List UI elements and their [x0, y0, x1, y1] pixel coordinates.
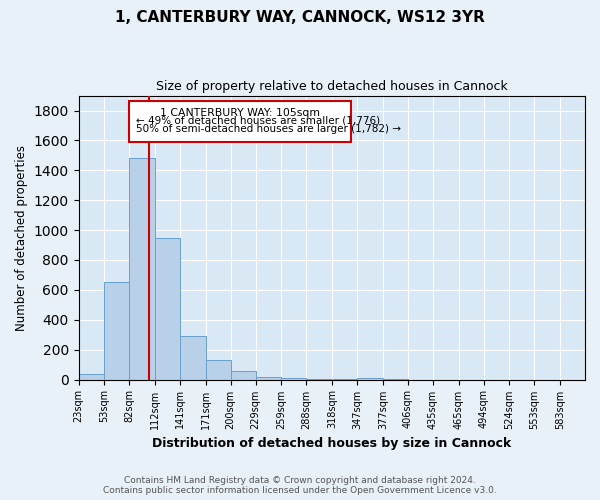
X-axis label: Distribution of detached houses by size in Cannock: Distribution of detached houses by size … [152, 437, 511, 450]
Bar [256, 378, 281, 380]
Text: 50% of semi-detached houses are larger (1,782) →: 50% of semi-detached houses are larger (… [136, 124, 401, 134]
Y-axis label: Number of detached properties: Number of detached properties [15, 144, 28, 330]
Bar [281, 378, 307, 380]
Bar [383, 379, 408, 380]
Bar [155, 238, 180, 380]
Text: ← 49% of detached houses are smaller (1,776): ← 49% of detached houses are smaller (1,… [136, 116, 380, 126]
Bar [357, 378, 383, 380]
Bar [104, 282, 129, 380]
Bar [231, 372, 256, 380]
Bar [332, 379, 357, 380]
Bar [206, 360, 231, 380]
Text: 1, CANTERBURY WAY, CANNOCK, WS12 3YR: 1, CANTERBURY WAY, CANNOCK, WS12 3YR [115, 10, 485, 25]
FancyBboxPatch shape [129, 101, 351, 142]
Bar [307, 379, 332, 380]
Text: 1 CANTERBURY WAY: 105sqm: 1 CANTERBURY WAY: 105sqm [160, 108, 320, 118]
Title: Size of property relative to detached houses in Cannock: Size of property relative to detached ho… [156, 80, 508, 93]
Bar [129, 158, 155, 380]
Text: Contains HM Land Registry data © Crown copyright and database right 2024.
Contai: Contains HM Land Registry data © Crown c… [103, 476, 497, 495]
Bar [79, 374, 104, 380]
Bar [180, 336, 206, 380]
